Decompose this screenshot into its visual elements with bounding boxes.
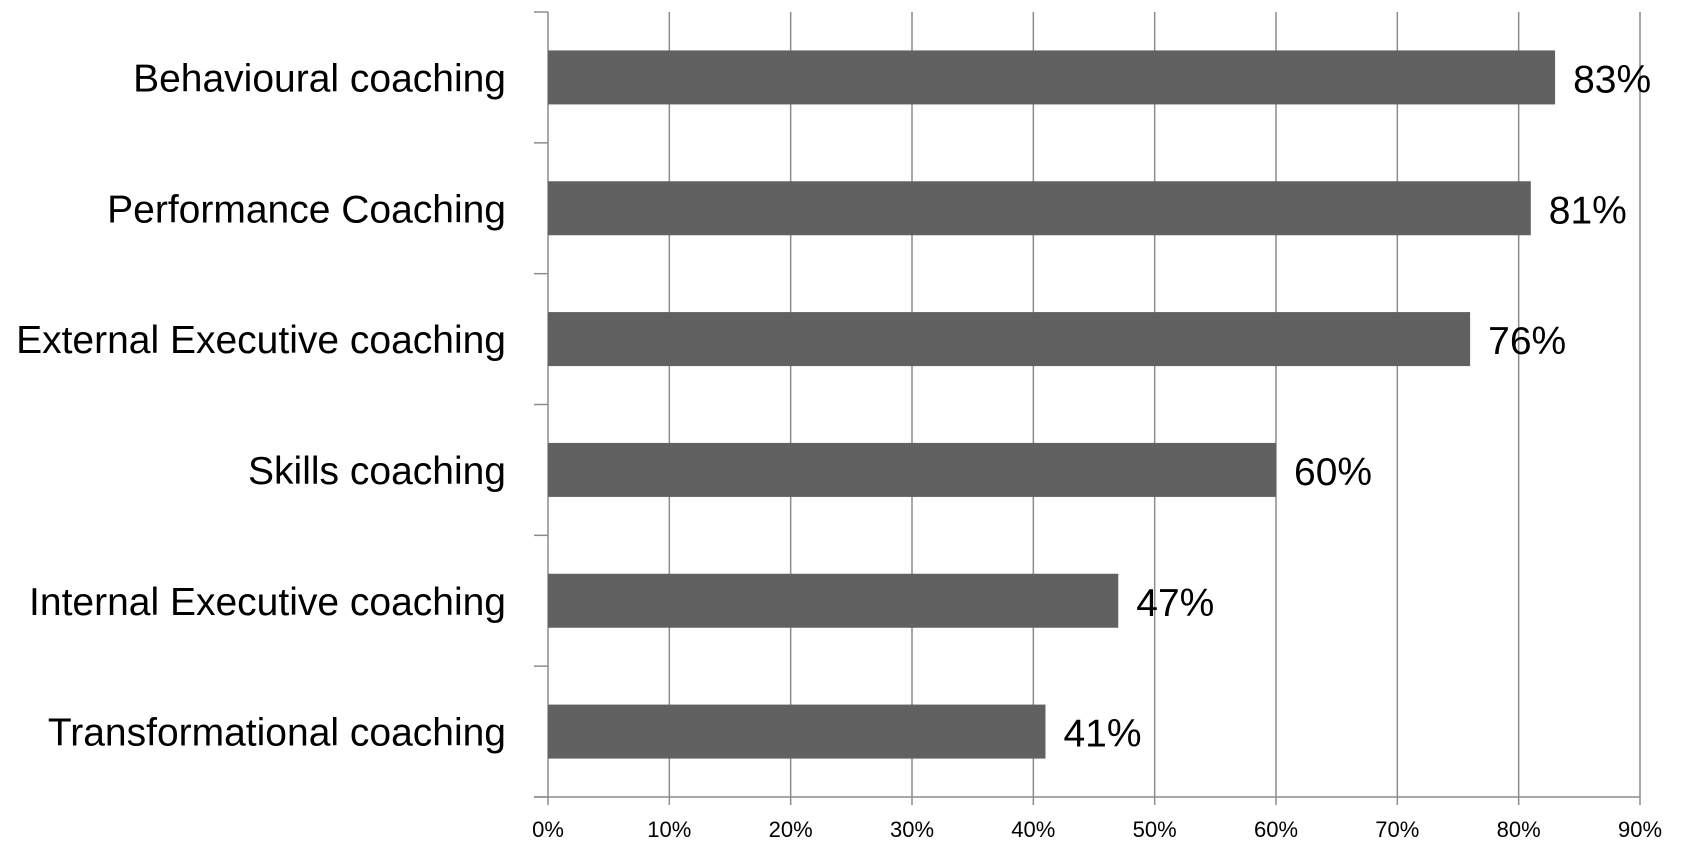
x-tick-label: 20% [769,817,813,842]
x-tick-label: 0% [532,817,564,842]
x-tick-label: 50% [1133,817,1177,842]
data-label: 41% [1063,713,1141,756]
data-label: 83% [1573,58,1651,101]
x-tick-label: 30% [890,817,934,842]
bar [548,50,1556,105]
category-label: Transformational coaching [48,712,506,755]
data-label: 76% [1488,320,1566,363]
labels: 0% 10% 20% 30% 40% 50% 60% 70% 80% 90% Behavioural… [16,57,1662,842]
x-tick-label: 90% [1618,817,1662,842]
x-tick-label: 60% [1254,817,1298,842]
bar [548,181,1531,236]
data-label: 81% [1549,189,1627,232]
bar [548,312,1471,367]
category-label: Performance Coaching [107,188,506,231]
category-label: Internal Executive coaching [29,581,506,624]
gridlines [668,12,1641,797]
axes [534,11,1641,805]
x-tick-label: 70% [1375,817,1419,842]
bar [548,573,1119,628]
category-label: External Executive coaching [16,319,506,362]
category-label: Skills coaching [248,450,506,493]
bar [548,442,1276,497]
bars [548,50,1556,759]
data-label: 47% [1136,582,1214,625]
x-tick-label: 10% [647,817,691,842]
x-tick-label: 40% [1011,817,1055,842]
category-label: Behavioural coaching [133,57,506,100]
x-tick-label: 80% [1497,817,1541,842]
bar [548,704,1046,759]
data-label: 60% [1294,451,1372,494]
